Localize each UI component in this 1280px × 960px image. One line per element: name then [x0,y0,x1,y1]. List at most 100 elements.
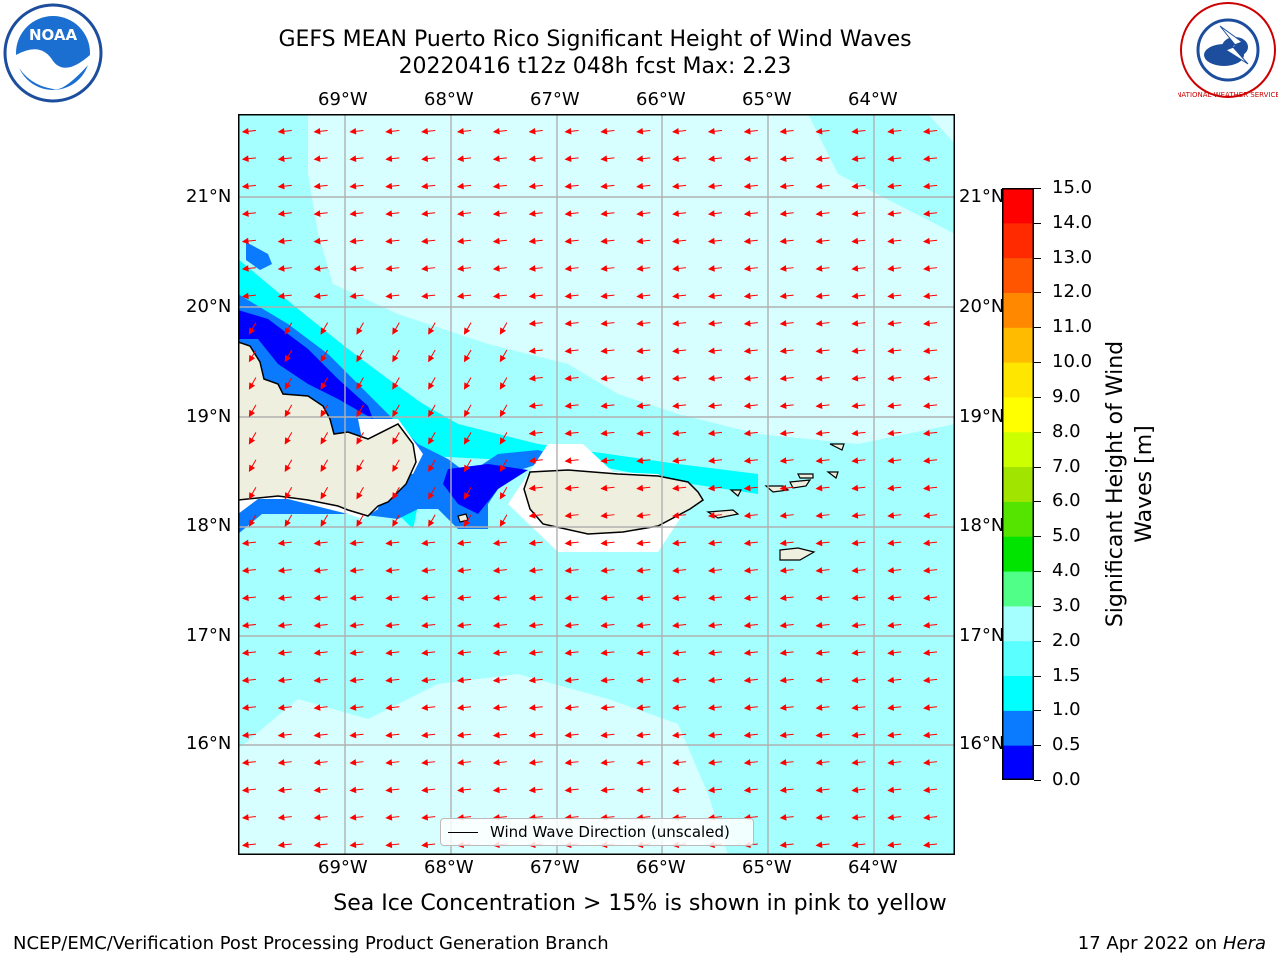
wind-wave-arrowhead [779,731,787,739]
wind-wave-arrowhead [421,676,429,684]
wind-wave-arrowhead [851,429,859,437]
wind-wave-arrowhead [707,731,715,739]
wind-wave-arrowhead [277,539,285,547]
wind-wave-arrowhead [743,402,751,409]
wind-wave-arrowhead [356,327,363,335]
wind-wave-arrowhead [636,155,644,162]
wind-wave-arrowhead [385,704,393,711]
lon-label-bottom: 69°W [318,857,368,878]
wind-wave-arrowhead [428,464,435,473]
wind-wave-arrowhead [385,594,393,602]
wind-wave-arrowhead [851,237,859,245]
wind-wave-arrowhead [248,492,256,500]
wind-wave-arrowhead [528,567,536,574]
wind-wave-arrowhead [528,786,536,794]
wind-wave-arrowhead [392,382,399,390]
wind-wave-arrowhead [672,649,680,656]
wind-wave-arrowhead [851,320,859,327]
wind-wave-arrowhead [887,759,895,766]
credit-left: NCEP/EMC/Verification Post Processing Pr… [13,933,609,954]
wind-wave-arrowhead [528,155,536,162]
colorbar-tick-label: 13.0 [1052,246,1093,268]
wind-wave-arrowhead [887,237,895,245]
wind-wave-arrowhead [313,210,321,217]
wind-wave-arrowhead [887,841,895,849]
wind-wave-arrowhead [779,210,787,217]
wind-wave-arrowhead [923,731,930,739]
lat-label-left: 20°N [186,296,232,317]
wind-wave-arrowhead [923,429,930,437]
colorbar-tick-label: 3.0 [1052,594,1081,616]
wind-wave-arrowhead [887,292,895,300]
wind-wave-arrowhead [492,127,500,135]
wind-wave-arrowhead [277,265,285,272]
wind-wave-arrowhead [923,841,930,849]
wind-wave-arrowhead [277,594,285,602]
wind-wave-arrowhead [456,237,464,245]
wind-wave-arrowhead [923,512,930,519]
wind-wave-arrowhead [421,841,429,849]
wind-wave-arrowhead [887,786,895,794]
wind-wave-arrowhead [564,759,572,766]
wind-wave-arrowhead [492,649,500,656]
wind-wave-arrowhead [277,786,285,794]
wind-wave-arrowhead [815,127,823,135]
wind-wave-arrowhead [636,292,644,300]
wind-wave-arrowhead [456,265,464,272]
wave-band-0-0 [238,310,373,419]
wind-wave-arrowhead [672,759,680,766]
wind-wave-arrowhead [707,786,715,794]
wind-wave-arrowhead [564,676,572,684]
wind-wave-arrowhead [349,237,357,245]
wind-wave-arrowhead [743,347,751,355]
colorbar-tick-mark [1034,327,1041,329]
wind-wave-arrowhead [421,594,429,602]
wind-wave-arrowhead [779,292,787,300]
wind-wave-arrowhead [456,594,464,602]
wind-wave-arrowhead [456,759,464,766]
wind-wave-arrowhead [851,402,859,409]
wind-wave-arrowhead [248,327,256,335]
map-legend: Wind Wave Direction (unscaled) [440,818,754,846]
wind-wave-arrowhead [743,621,751,629]
wind-wave-arrowhead [385,676,393,684]
wind-wave-arrowhead [707,155,715,162]
wind-wave-arrowhead [887,594,895,602]
wind-wave-arrowhead [600,567,608,574]
wind-wave-arrowhead [320,354,327,363]
wind-wave-arrowhead [815,676,823,684]
colorbar-tick-label: 0.5 [1052,734,1081,756]
colorbar-tick-label: 4.0 [1052,560,1081,582]
wind-wave-arrowhead [600,484,608,492]
colorbar-tick-label: 1.5 [1052,664,1081,686]
wind-wave-arrowhead [923,539,930,547]
colorbar-tick-label: 10.0 [1052,351,1093,373]
wind-wave-arrowhead [349,210,357,217]
colorbar-segment [1002,501,1034,537]
wind-wave-arrowhead [636,786,644,794]
wind-wave-arrowhead [707,512,715,519]
colorbar-tick-mark [1034,640,1041,642]
wind-wave-arrowhead [600,402,608,409]
wind-wave-arrowhead [313,814,321,821]
wind-wave-arrowhead [779,814,787,821]
wind-wave-arrowhead [284,464,291,473]
wind-wave-arrowhead [672,374,680,382]
wind-wave-arrowhead [320,437,327,445]
wind-wave-arrowhead [564,127,572,135]
wind-wave-arrowhead [277,814,285,821]
wind-wave-arrowhead [320,519,327,527]
wind-wave-arrowhead [636,512,644,519]
wind-wave-arrowhead [923,402,930,409]
wind-wave-arrowhead [600,429,608,437]
wind-wave-arrowhead [923,265,930,272]
lat-label-left: 18°N [186,515,232,536]
wind-wave-arrowhead [528,429,536,437]
wind-wave-arrowhead [428,327,435,335]
colorbar-segment [1002,222,1034,259]
wind-wave-arrowhead [636,484,644,492]
wind-wave-arrowhead [528,539,536,547]
wind-wave-arrowhead [707,594,715,602]
colorbar-tick-mark [1034,431,1041,433]
wind-wave-arrowhead [392,464,399,473]
